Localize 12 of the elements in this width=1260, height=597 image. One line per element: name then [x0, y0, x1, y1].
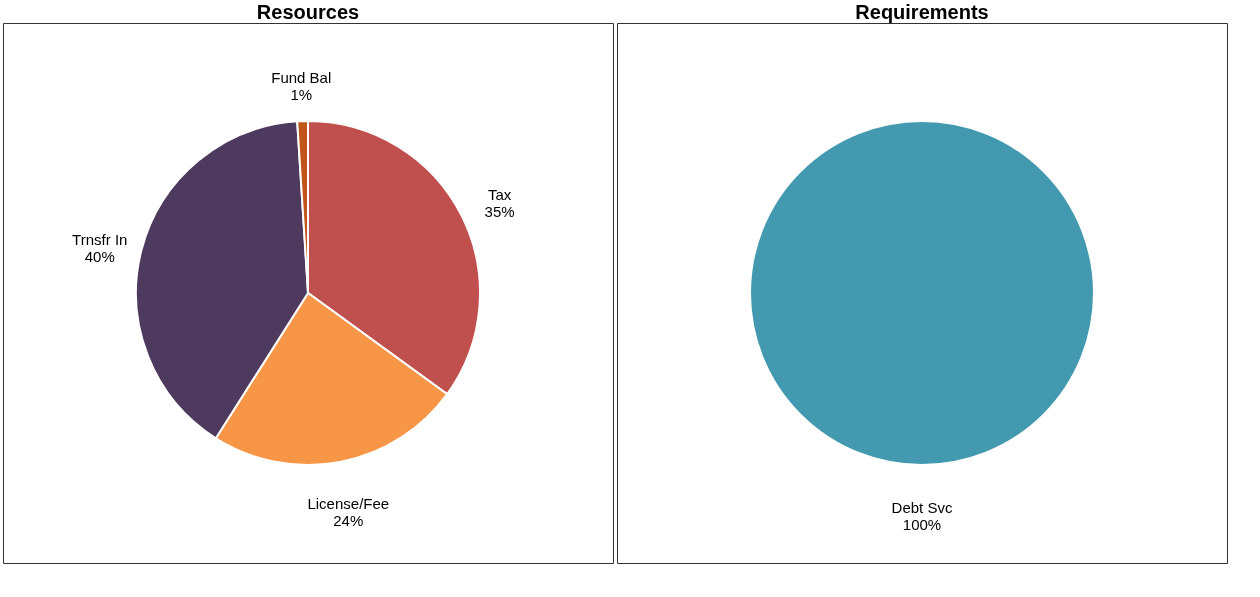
slice-label: Fund Bal: [271, 69, 332, 87]
chart-title: Resources: [256, 1, 360, 23]
slice-label: Tax: [487, 186, 512, 204]
data-label: 35%: [484, 203, 515, 221]
data-label: 100%: [902, 516, 942, 533]
chart-title: Requirements: [855, 1, 989, 23]
slice-label: Debt Svc: [891, 499, 953, 516]
slice-label: License/Fee: [307, 495, 390, 513]
data-label: 24%: [333, 512, 364, 530]
slice-label: Trnsfr In: [72, 230, 128, 248]
data-label: 1%: [290, 86, 313, 104]
data-label: 40%: [84, 247, 115, 265]
